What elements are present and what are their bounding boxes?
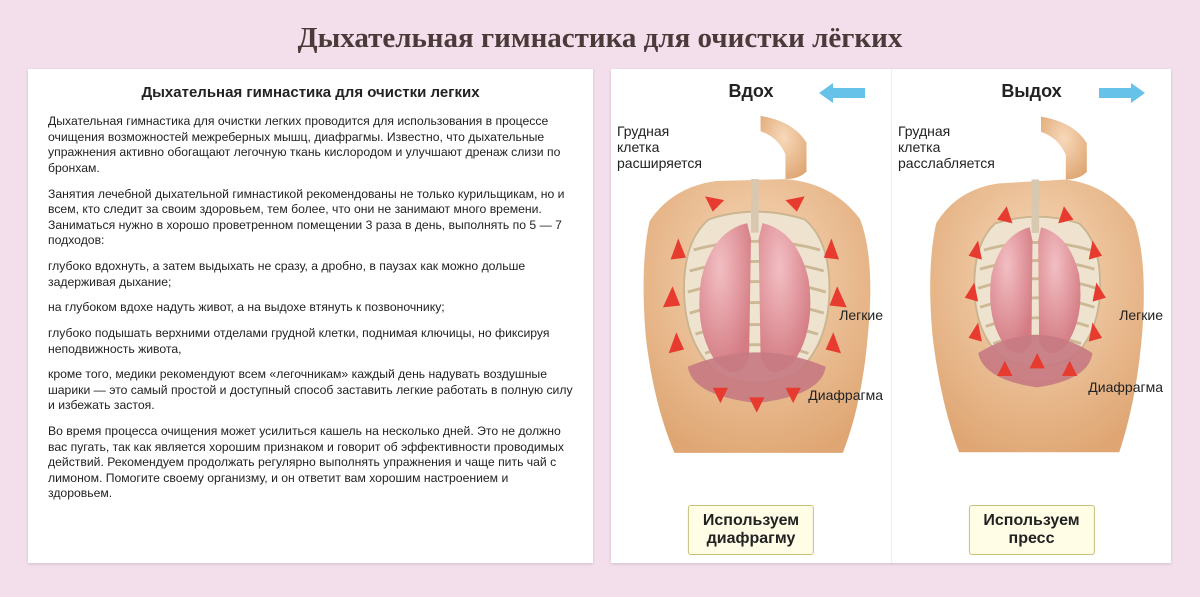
- air-arrow-out-icon: [1099, 83, 1145, 103]
- diaphragm-label-inhale: Диафрагма: [808, 387, 883, 403]
- panel-exhale: Выдох Груднаяклеткарасслабляется: [891, 69, 1171, 563]
- panel-inhale: Вдох Груднаяклеткарасширяется: [611, 69, 891, 563]
- text-card-heading: Дыхательная гимнастика для очистки легки…: [48, 83, 573, 102]
- air-arrow-in-icon: [819, 83, 865, 103]
- diaphragm-label-exhale: Диафрагма: [1088, 379, 1163, 395]
- callout-inhale: Используемдиафрагму: [688, 505, 814, 555]
- page-title: Дыхательная гимнастика для очистки лёгки…: [0, 0, 1200, 69]
- lungs-label-inhale: Легкие: [839, 307, 883, 323]
- callout-exhale: Используемпресс: [968, 505, 1094, 555]
- lungs-label-exhale: Легкие: [1119, 307, 1163, 323]
- text-paragraph: глубоко подышать верхними отделами грудн…: [48, 326, 573, 357]
- text-paragraph: Дыхательная гимнастика для очистки легки…: [48, 114, 573, 176]
- diagram-card: Вдох Груднаяклеткарасширяется: [611, 69, 1171, 563]
- text-paragraph: Занятия лечебной дыхательной гимнастикой…: [48, 187, 573, 249]
- torso-inhale: [617, 108, 885, 478]
- text-card: Дыхательная гимнастика для очистки легки…: [28, 69, 593, 563]
- content-row: Дыхательная гимнастика для очистки легки…: [0, 69, 1200, 563]
- text-paragraph: Во время процесса очищения может усилить…: [48, 424, 573, 502]
- text-paragraph: кроме того, медики рекомендуют всем «лег…: [48, 367, 573, 414]
- text-paragraph: глубоко вдохнуть, а затем выдыхать не ср…: [48, 259, 573, 290]
- text-paragraph: на глубоком вдохе надуть живот, а на выд…: [48, 300, 573, 316]
- torso-exhale: [898, 108, 1165, 478]
